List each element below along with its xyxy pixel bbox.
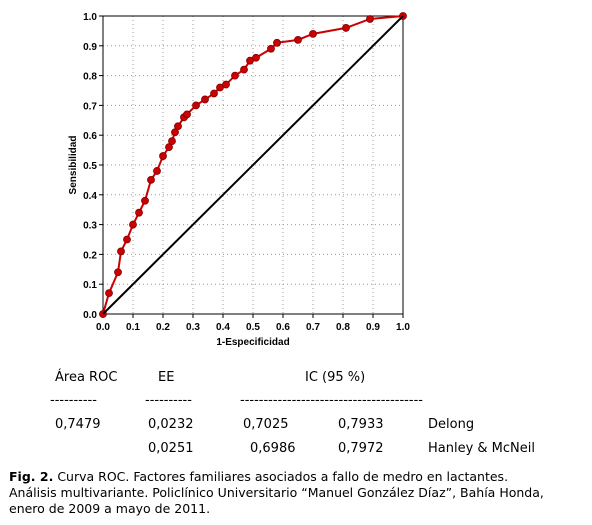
point [105,289,113,298]
table-cell: 0,7479 [55,417,101,432]
table-cell: 0,6986 [250,441,296,456]
x-tick-label: 0.0 [96,322,110,333]
y-tick-label: 0.3 [83,221,97,232]
point [168,137,176,146]
caption-text: Curva ROC. Factores familiares asociados… [57,469,508,484]
table-cell: Hanley & McNeil [428,441,535,456]
table-cell: 0,7025 [243,417,289,432]
point [153,167,161,175]
point [222,80,230,89]
table-header: Área ROC [55,369,117,385]
caption-line: Análisis multivariante. Policlínico Univ… [9,485,544,500]
x-tick-label: 0.6 [276,322,290,333]
point [210,89,218,98]
point [141,196,149,205]
y-tick-label: 0.2 [83,250,97,261]
x-tick-label: 0.5 [246,322,260,333]
table-cell: 0,7933 [338,417,384,432]
point [240,65,248,74]
table-cell: Delong [428,417,474,432]
x-tick-label: 0.9 [366,322,380,333]
point [114,268,122,277]
x-tick-label: 0.7 [306,322,320,333]
y-tick-label: 1.0 [83,12,97,23]
point [201,95,209,104]
x-tick-label: 0.4 [216,322,230,333]
point [159,152,167,160]
point [123,235,131,244]
y-tick-label: 0.9 [83,42,97,53]
y-tick-label: 0.0 [83,310,97,321]
point [183,110,191,119]
table-cell: 0,0232 [148,417,194,432]
y-tick-label: 0.5 [83,161,97,172]
table-rule: ---------- [50,393,97,408]
y-tick-label: 0.7 [83,101,97,112]
point [135,208,143,217]
y-axis-label: Sensibilidad [68,136,79,195]
x-tick-label: 1.0 [396,322,410,333]
point [252,53,260,62]
point [117,247,125,256]
caption-line: Fig. 2. Curva ROC. Factores familiares a… [9,469,508,484]
table-rule: ---------- [145,393,192,408]
point [192,101,200,110]
roc-line [102,15,404,315]
caption-label: Fig. 2. [9,469,53,484]
table-cell: 0,7972 [338,441,384,456]
point [174,122,182,131]
point [342,24,350,32]
point [294,35,302,44]
x-tick-label: 0.3 [186,322,200,333]
x-tick-label: 0.1 [126,322,140,333]
y-tick-label: 0.1 [83,280,97,291]
table-cell: 0,0251 [148,441,194,456]
point [147,175,155,184]
table-header: EE [158,370,174,385]
point [366,15,374,23]
table-header: IC (95 %) [305,370,365,385]
x-axis-label: 1-Especificidad [216,337,289,348]
point [129,220,137,229]
point [273,38,281,47]
x-tick-label: 0.8 [336,322,350,333]
plot-frame [102,15,404,315]
point [309,29,317,38]
table-rule: --------------------------------------- [240,393,423,408]
point [231,71,239,80]
y-tick-label: 0.8 [83,72,97,83]
point [267,44,275,53]
x-tick-label: 0.2 [156,322,170,333]
y-tick-label: 0.4 [83,191,97,202]
y-tick-label: 0.6 [83,131,97,142]
caption-line: enero de 2009 a mayo de 2011. [9,501,210,516]
